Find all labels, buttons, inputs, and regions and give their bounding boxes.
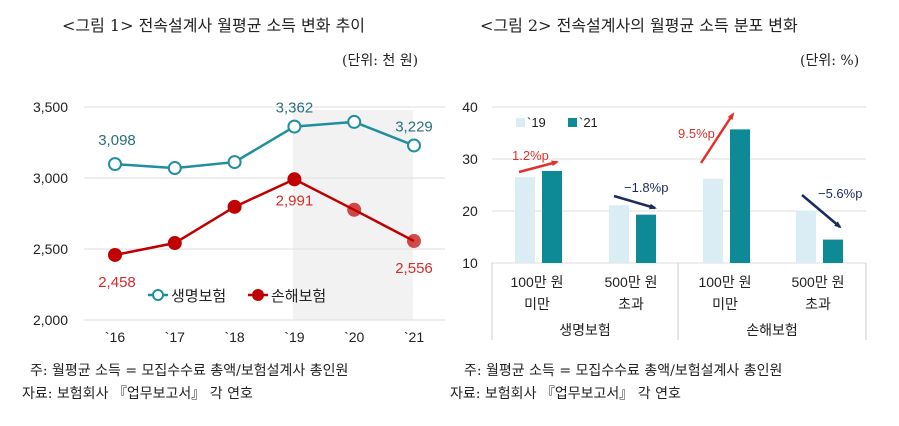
- category-label: 500만 원: [604, 274, 657, 290]
- category-label: 미만: [712, 296, 738, 312]
- x-tick-label: `20: [344, 329, 364, 345]
- change-arrow: [518, 160, 558, 174]
- change-label: −1.8%p: [624, 180, 668, 195]
- arrow-head: [727, 112, 735, 120]
- bar: [823, 239, 843, 263]
- bar: [609, 205, 629, 263]
- x-tick-label: `16: [105, 329, 125, 345]
- data-point: [287, 119, 302, 134]
- legend-marker: [152, 289, 164, 301]
- category-label: 100만 원: [510, 274, 563, 290]
- chart2-note: 주: 월평균 소득 = 모집수수료 총액/보험설계사 총인원: [464, 363, 783, 379]
- data-point: [108, 157, 122, 172]
- data-point: [347, 114, 362, 129]
- y-tick-label: 20: [462, 203, 478, 219]
- bar: [796, 210, 816, 263]
- arrow-head: [551, 160, 559, 167]
- change-label: 9.5%p: [678, 126, 715, 141]
- x-tick-label: `17: [165, 329, 185, 345]
- data-label: 3,362: [276, 100, 314, 117]
- category-label: 미만: [524, 296, 550, 312]
- data-point: [227, 199, 242, 214]
- data-point: [227, 155, 242, 170]
- y-tick-label: 2,000: [33, 312, 68, 328]
- legend-swatch: [568, 118, 577, 127]
- data-point: [287, 172, 302, 187]
- y-tick-label: 2,500: [33, 241, 68, 257]
- data-point: [108, 247, 122, 262]
- chart1-title: <그림 1> 전속설계사 월평균 소득 변화 추이: [62, 16, 366, 35]
- category-label: 100만 원: [698, 274, 751, 290]
- arrow-head: [649, 203, 657, 210]
- data-point: [167, 236, 182, 251]
- bar: [703, 178, 723, 263]
- y-tick-label: 30: [462, 151, 478, 167]
- chart1-note: 주: 월평균 소득 = 모집수수료 총액/보험설계사 총인원: [30, 363, 349, 379]
- arrow-head: [834, 221, 842, 229]
- legend-label: `19: [527, 115, 546, 130]
- chart1-unit: (단위: 천 원): [342, 53, 419, 69]
- data-label: 2,458: [98, 274, 136, 291]
- change-arrow: [699, 113, 735, 164]
- data-point: [407, 138, 421, 153]
- legend-label: 손해보험: [271, 288, 326, 305]
- x-tick-label: `21: [404, 329, 424, 345]
- data-point: [407, 234, 421, 249]
- legend-label: 생명보험: [171, 288, 226, 305]
- data-label: 2,556: [395, 260, 433, 277]
- change-arrow: [801, 194, 841, 228]
- chart2-unit: (단위: %): [800, 53, 860, 69]
- y-tick-label: 3,000: [33, 170, 68, 186]
- bar: [542, 170, 562, 263]
- legend-swatch: [516, 118, 525, 127]
- change-label: −5.6%p: [818, 186, 862, 201]
- line-chart: 2,000 2,500 3,000 3,500 `16 `17 `18 `19 `20 `21 3,…: [33, 99, 445, 345]
- y-tick-label: 10: [462, 255, 478, 271]
- series-line-1: [114, 177, 415, 257]
- x-tick-label: `18: [224, 329, 244, 345]
- x-tick-label: `19: [284, 329, 304, 345]
- legend-marker: [252, 289, 264, 301]
- y-tick-label: 3,500: [33, 99, 68, 115]
- group-label: 생명보험: [559, 322, 611, 338]
- y-tick-label: 40: [462, 99, 478, 115]
- bar: [730, 129, 750, 263]
- data-point: [347, 202, 362, 217]
- series-line-0: [114, 120, 415, 170]
- category-label: 초과: [618, 296, 644, 312]
- chart2-title: <그림 2> 전속설계사의 월평균 소득 분포 변화: [480, 16, 798, 35]
- data-label: 3,098: [98, 132, 136, 149]
- chart1-source: 자료: 보험회사 『업무보고서』 각 연호: [22, 386, 253, 402]
- data-label: 2,991: [276, 192, 314, 209]
- data-label: 3,229: [395, 118, 433, 135]
- bar: [636, 214, 656, 263]
- chart2-source: 자료: 보험회사 『업무보고서』 각 연호: [450, 386, 681, 402]
- data-point: [167, 161, 182, 176]
- legend-label: `21: [579, 115, 598, 130]
- group-label: 손해보험: [746, 322, 798, 338]
- category-label: 500만 원: [791, 274, 844, 290]
- category-label: 초과: [805, 296, 831, 312]
- change-label: 1.2%p: [512, 148, 549, 163]
- bar: [515, 177, 535, 263]
- change-arrow: [613, 194, 656, 210]
